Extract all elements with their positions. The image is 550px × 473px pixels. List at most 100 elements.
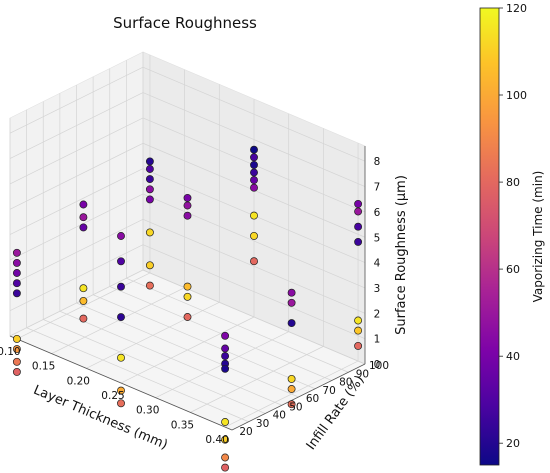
data-point (250, 145, 258, 154)
y-tick-label: 40 (273, 410, 286, 422)
colorbar-gradient (479, 7, 500, 466)
data-point (12, 289, 21, 298)
grid-line-z-left (9, 244, 144, 311)
colorbar-tick-label: 40 (506, 350, 520, 363)
grid-line-z-back (142, 244, 366, 339)
data-point (221, 344, 230, 353)
tick-labels: 0.100.150.200.250.300.350.40203040506070… (0, 156, 389, 446)
x-tick-label: 0.30 (136, 405, 159, 417)
z-tick-label: 0 (374, 359, 381, 371)
data-point (79, 284, 88, 293)
data-point (183, 201, 192, 210)
data-point (250, 160, 258, 169)
grid-line-z-left (9, 142, 144, 210)
z-tick-label: 5 (374, 232, 381, 244)
grid-line-z-left (9, 117, 144, 185)
grid-line-z-left (9, 193, 144, 261)
data-point (287, 298, 296, 307)
data-point (354, 316, 363, 325)
grid-line-y-floor (26, 327, 249, 423)
grid-line-z-back (142, 269, 366, 365)
data-point (183, 193, 192, 202)
data-point (12, 279, 21, 288)
z-tick-label: 6 (374, 207, 381, 219)
data-point (183, 313, 192, 321)
data-point (287, 400, 296, 409)
data-point (117, 232, 125, 240)
colorbar-tick-label: 20 (506, 437, 520, 450)
data-point (250, 168, 258, 177)
grid-line-z-left (9, 168, 144, 235)
data-point (250, 231, 258, 240)
grid-line-y-floor (76, 302, 299, 398)
grid-line-y-floor (92, 294, 316, 390)
grid-lines (9, 52, 366, 431)
data-point (250, 183, 258, 192)
y-tick-label: 20 (239, 426, 252, 438)
data-point (183, 211, 192, 220)
data-point (117, 313, 125, 322)
x-tick-label: 0.15 (32, 361, 55, 373)
data-point (183, 282, 192, 291)
x-axis-line (9, 335, 233, 431)
data-point (250, 211, 258, 220)
grid-line-z-back (142, 92, 366, 187)
axis-panes (9, 51, 366, 431)
data-point (354, 207, 363, 216)
z-tick-label: 8 (374, 156, 381, 168)
data-point (287, 288, 296, 297)
data-point (287, 319, 296, 328)
data-point (354, 237, 363, 246)
x-tick-label: 0.40 (205, 434, 228, 446)
x-tick-label: 0.20 (67, 375, 90, 387)
data-point (145, 195, 154, 204)
data-point (354, 326, 363, 335)
data-point (221, 352, 230, 361)
data-point (145, 157, 154, 166)
grid-line-z-back (142, 66, 366, 162)
y-tick-label: 90 (356, 368, 369, 380)
data-point (287, 374, 296, 383)
data-point (145, 261, 154, 270)
grid-line-z-left (9, 218, 144, 286)
grid-line-y-floor (126, 277, 349, 373)
grid-line-z-back (142, 218, 366, 314)
data-point (145, 228, 154, 237)
data-points (12, 145, 363, 472)
grid-line-y-floor (59, 310, 283, 406)
grid-line-z-left (9, 92, 144, 159)
data-point (354, 222, 363, 231)
data-point (79, 213, 88, 222)
data-point (12, 367, 21, 376)
grid-line-y-floor (109, 286, 332, 381)
grid-line-z-back (142, 193, 366, 289)
data-point (12, 248, 21, 257)
axis-lines (9, 146, 366, 431)
data-point (221, 453, 230, 462)
data-point (79, 200, 88, 209)
x-tick-label: 0.10 (0, 346, 21, 358)
data-point (221, 463, 230, 472)
data-point (221, 331, 230, 340)
y-axis-line (231, 363, 366, 431)
y-tick-label: 100 (369, 360, 389, 372)
data-point (221, 364, 230, 373)
data-point (145, 175, 154, 184)
colorbar: 20 40 60 80 100 120 Vaporizing Time (min) (479, 2, 545, 466)
y-tick-label: 80 (339, 377, 352, 389)
data-point (354, 341, 363, 350)
data-point (117, 257, 125, 266)
y-tick-label: 50 (289, 401, 302, 413)
data-point (250, 153, 258, 162)
z-tick-label: 2 (374, 308, 381, 320)
x-tick-label: 0.35 (171, 419, 194, 431)
data-point (117, 282, 125, 291)
z-tick-label: 3 (374, 283, 381, 295)
data-point (145, 281, 154, 290)
data-point (221, 418, 230, 426)
grid-line-y-floor (43, 319, 266, 414)
data-point (12, 357, 21, 366)
y-tick-label: 70 (322, 385, 335, 397)
colorbar-tick-label: 60 (506, 263, 520, 276)
